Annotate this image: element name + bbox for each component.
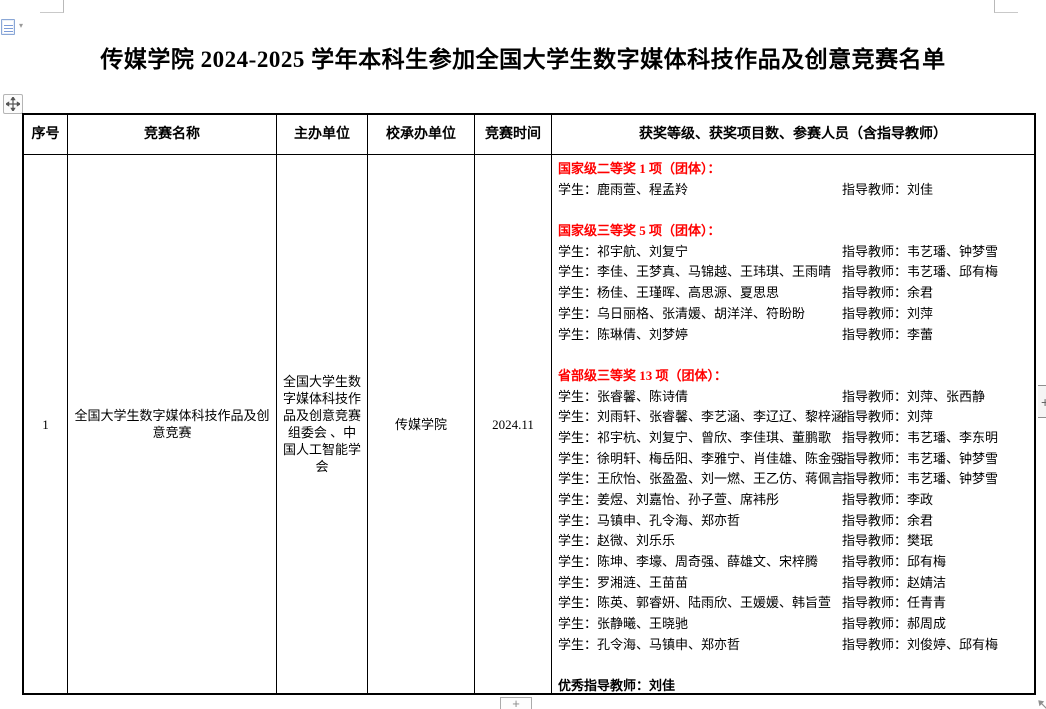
- teachers-text: 指导教师：韦艺璠、钟梦雪: [842, 471, 999, 487]
- teachers-text: 指导教师：任青青: [842, 595, 947, 611]
- paste-options-button[interactable]: ▾: [1, 19, 23, 35]
- teachers-text: 指导教师：刘佳: [842, 181, 934, 197]
- teachers-text: 指导教师：李政: [842, 492, 934, 507]
- students-text: 学生：陈英、郭睿妍、陆雨欣、王媛媛、韩旨萱: [558, 595, 832, 611]
- teachers-text: 指导教师：韦艺璠、钟梦雪: [842, 243, 999, 259]
- column-header-awards: 获奖等级、获奖项目数、参赛人员（含指导教师）: [552, 115, 1034, 155]
- students-text: 学生：马镇申、孔令海、郑亦哲: [558, 512, 741, 528]
- award-entry-row: 学生：张睿馨、陈诗倩 指导教师：刘萍、张西静: [558, 387, 1028, 408]
- award-entry-row: 学生：张静曦、王晓驰 指导教师：郝周成: [558, 614, 1028, 635]
- award-entry-row: 学生：李佳、王梦真、马锦越、王玮琪、王雨晴 指导教师：韦艺璠、邱有梅: [558, 262, 1028, 283]
- award-entry-row: 学生：姜煜、刘嘉怡、孙子萱、席袆彤 指导教师：李政: [558, 490, 1028, 511]
- award-section-heading-text: 国家级二等奖 1 项（团体）：: [558, 161, 721, 176]
- award-entry-row: 学生：王欣怡、张盈盈、刘一燃、王乙仿、蒋佩言 指导教师：韦艺璠、钟梦雪: [558, 469, 1028, 490]
- cell-competition-time: 2024.11: [475, 155, 552, 693]
- blank-line: [558, 200, 1028, 221]
- award-entry-row: 学生：徐明轩、梅岳阳、李雅宁、肖佳雄、陈金强 指导教师：韦艺璠、钟梦雪: [558, 449, 1028, 470]
- award-entry-row: 学生：罗湘涟、王苗苗 指导教师：赵婧洁: [558, 573, 1028, 594]
- teachers-text: 指导教师：刘萍: [842, 409, 934, 425]
- column-header-index: 序号: [24, 115, 68, 155]
- award-entry-row: 学生：陈坤、李壕、周奇强、薛雄文、宋梓腾 指导教师：邱有梅: [558, 552, 1028, 573]
- award-entry-row: 学生：孔令海、马镇申、郑亦哲 指导教师：刘俊婷、邱有梅: [558, 635, 1028, 656]
- teachers-text: 指导教师：韦艺璠、李东明: [842, 429, 999, 445]
- students-text: 学生：孔令海、马镇申、郑亦哲: [558, 636, 741, 652]
- cell-school-host: 传媒学院: [368, 155, 475, 693]
- award-section-heading-text: 省部级三等奖 13 项（团体）：: [558, 367, 728, 383]
- teachers-text: 指导教师：刘萍、张西静: [842, 388, 986, 404]
- blank-line: [558, 656, 1028, 677]
- students-text: 学生：乌日丽格、张清媛、胡洋洋、符盼盼: [558, 305, 806, 321]
- award-entry-row: 学生：陈琳倩、刘梦婷 指导教师：李蕾: [558, 325, 1028, 346]
- award-entry-row: 学生：刘雨轩、张睿馨、李艺涵、李辽辽、黎梓涵 指导教师：刘萍: [558, 407, 1028, 428]
- teachers-text: 指导教师：韦艺璠、钟梦雪: [842, 450, 999, 466]
- move-arrows-icon: [6, 97, 20, 111]
- award-section-heading: 省部级三等奖 13 项（团体）：: [558, 366, 1028, 387]
- page-title: 传媒学院 2024-2025 学年本科生参加全国大学生数字媒体科技作品及创意竞赛…: [100, 47, 946, 72]
- award-entry-row: 学生：祁宇航、刘复宁 指导教师：韦艺璠、钟梦雪: [558, 242, 1028, 263]
- award-entry-row: 学生：杨佳、王瑾晖、高思源、夏思思 指导教师：余君: [558, 283, 1028, 304]
- award-entry-row: 学生：乌日丽格、张清媛、胡洋洋、符盼盼 指导教师：刘萍: [558, 304, 1028, 325]
- cell-index: 1: [24, 155, 68, 693]
- students-text: 学生：王欣怡、张盈盈、刘一燃、王乙仿、蒋佩言: [558, 471, 845, 487]
- column-header-competition-name: 竞赛名称: [68, 115, 277, 155]
- teachers-text: 指导教师：韦艺璠、邱有梅: [842, 264, 999, 280]
- students-text: 学生：祁宇杭、刘复宁、曾欣、李佳琪、董鹏歌: [558, 429, 832, 445]
- plus-icon: +: [512, 696, 520, 709]
- students-text: 学生：杨佳、王瑾晖、高思源、夏思思: [558, 285, 780, 301]
- students-text: 学生：赵微、刘乐乐: [558, 533, 676, 549]
- teachers-text: 指导教师：李蕾: [842, 326, 934, 342]
- award-entry-row: 学生：鹿雨萱、程孟羚 指导教师：刘佳: [558, 180, 1028, 201]
- students-text: 学生：陈坤、李壕、周奇强、薛雄文、宋梓腾: [558, 554, 819, 570]
- teachers-text: 指导教师：刘萍: [842, 305, 934, 321]
- award-entry-row: 学生：马镇申、孔令海、郑亦哲 指导教师：余君: [558, 511, 1028, 532]
- students-text: 学生：鹿雨萱、程孟羚: [558, 181, 689, 197]
- table-resize-handle[interactable]: [1038, 697, 1046, 709]
- students-text: 学生：罗湘涟、王苗苗: [558, 574, 689, 590]
- students-text: 学生：刘雨轩、张睿馨、李艺涵、李辽辽、黎梓涵: [558, 409, 845, 425]
- awards-cell: 国家级二等奖 1 项（团体）： 学生：鹿雨萱、程孟羚 指导教师：刘佳国家级三等奖 5…: [552, 155, 1034, 693]
- award-entry-row: 学生：陈英、郭睿妍、陆雨欣、王媛媛、韩旨萱 指导教师：任青青: [558, 593, 1028, 614]
- students-text: 学生：张睿馨、陈诗倩: [558, 388, 689, 404]
- students-text: 学生：陈琳倩、刘梦婷: [558, 326, 689, 342]
- column-header-school-host: 校承办单位: [368, 115, 475, 155]
- award-section-heading-text: 国家级三等奖 5 项（团体）：: [558, 223, 721, 239]
- students-text: 学生：张静曦、王晓驰: [558, 616, 689, 632]
- award-section-heading: 国家级三等奖 5 项（团体）：: [558, 221, 1028, 242]
- outstanding-teacher-line: 优秀指导教师：刘佳: [558, 678, 676, 693]
- teachers-text: 指导教师：赵婧洁: [842, 574, 947, 590]
- plus-icon: +: [1041, 393, 1046, 410]
- cell-competition-name: 全国大学生数字媒体科技作品及创意竞赛: [68, 155, 277, 693]
- margin-corner-mark-top-left: [40, 0, 64, 13]
- blank-line: [558, 345, 1028, 366]
- teachers-text: 指导教师：余君: [842, 285, 934, 301]
- award-entry-row: 学生：祁宇杭、刘复宁、曾欣、李佳琪、董鹏歌 指导教师：韦艺璠、李东明: [558, 428, 1028, 449]
- resize-arrow-icon: [1038, 700, 1046, 709]
- students-text: 学生：徐明轩、梅岳阳、李雅宁、肖佳雄、陈金强: [558, 450, 845, 466]
- table-move-handle[interactable]: [3, 94, 23, 114]
- awards-table: 序号 竞赛名称 主办单位 校承办单位 竞赛时间 获奖等级、获奖项目数、参赛人员（…: [22, 113, 1036, 695]
- teachers-text: 指导教师：樊珉: [842, 533, 934, 549]
- chevron-down-icon[interactable]: ▾: [19, 21, 24, 30]
- margin-corner-mark-top-right: [994, 0, 1018, 13]
- teachers-text: 指导教师：刘俊婷、邱有梅: [842, 636, 999, 652]
- award-entry-row: 学生：赵微、刘乐乐 指导教师：樊珉: [558, 531, 1028, 552]
- paste-icon: [1, 19, 15, 35]
- teachers-text: 指导教师：余君: [842, 512, 934, 528]
- students-text: 学生：姜煜、刘嘉怡、孙子萱、席袆彤: [558, 492, 780, 507]
- insert-column-button[interactable]: +: [1038, 385, 1046, 418]
- award-section-heading: 国家级二等奖 1 项（团体）：: [558, 159, 1028, 180]
- students-text: 学生：祁宇航、刘复宁: [558, 243, 689, 259]
- teachers-text: 指导教师：郝周成: [842, 616, 947, 632]
- students-text: 学生：李佳、王梦真、马锦越、王玮琪、王雨晴: [558, 264, 832, 280]
- column-header-organizer: 主办单位: [277, 115, 368, 155]
- column-header-time: 竞赛时间: [475, 115, 552, 155]
- insert-row-button[interactable]: +: [500, 697, 532, 709]
- teachers-text: 指导教师：邱有梅: [842, 554, 947, 570]
- cell-organizer: 全国大学生数字媒体科技作品及创意竞赛组委会 、中国人工智能学会: [277, 155, 368, 693]
